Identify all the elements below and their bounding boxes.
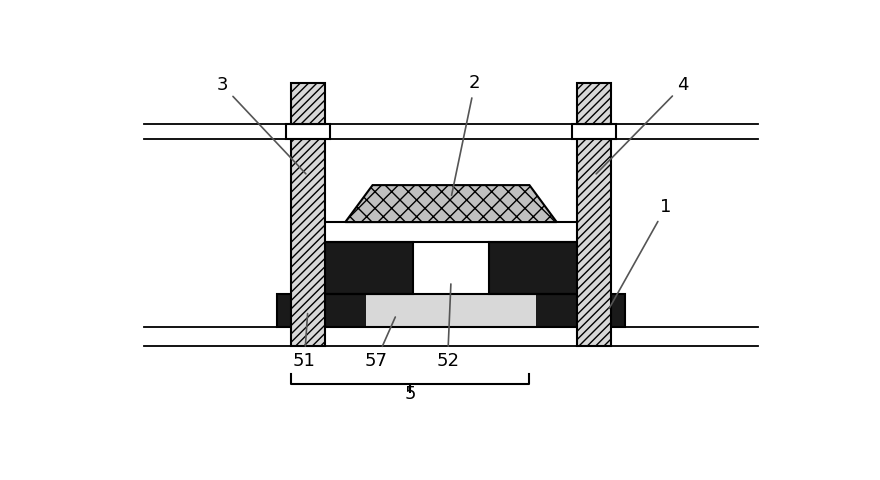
Bar bbox=[366, 294, 536, 327]
Bar bbox=[536, 294, 625, 327]
Bar bbox=[277, 294, 366, 327]
Bar bbox=[290, 124, 325, 346]
Text: 52: 52 bbox=[436, 284, 459, 370]
Bar bbox=[318, 222, 584, 242]
Bar bbox=[577, 124, 612, 346]
Bar bbox=[318, 242, 414, 294]
Text: 1: 1 bbox=[609, 198, 671, 308]
Bar bbox=[488, 242, 584, 294]
Text: 51: 51 bbox=[293, 313, 316, 370]
Text: 57: 57 bbox=[364, 317, 395, 370]
Bar bbox=[286, 124, 330, 139]
Text: 3: 3 bbox=[216, 76, 306, 174]
Bar bbox=[277, 294, 625, 327]
Bar bbox=[290, 84, 325, 124]
Bar bbox=[577, 84, 612, 124]
Bar bbox=[318, 242, 414, 294]
Text: 4: 4 bbox=[596, 76, 689, 174]
Text: 5: 5 bbox=[404, 385, 416, 403]
Text: 2: 2 bbox=[451, 74, 480, 195]
Bar bbox=[488, 242, 584, 294]
Polygon shape bbox=[345, 185, 557, 222]
Bar bbox=[572, 124, 616, 139]
